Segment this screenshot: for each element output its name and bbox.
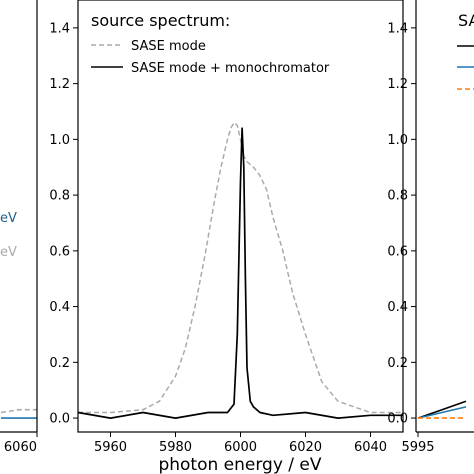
center-x-tick-label: 6040 xyxy=(354,440,387,455)
center-x-tick-label: 5980 xyxy=(159,440,192,455)
center-y-tick-label: 1.0 xyxy=(49,133,70,148)
right-x-tick-label: 5995 xyxy=(401,440,434,455)
right-series-line-2 xyxy=(417,406,467,419)
center-y-tick-label: 1.2 xyxy=(49,77,70,92)
center-x-tick-label: 6020 xyxy=(289,440,322,455)
center-series-group xyxy=(77,121,403,419)
right-y-tick-label: 0.6 xyxy=(387,244,408,259)
right-panel: 0.0 0.2 0.4 0.6 0.8 1.0 1.2 1.4 5995 SA xyxy=(387,0,474,455)
legend: source spectrum: SASE mode SASE mode + m… xyxy=(91,11,330,76)
legend-label-mono: SASE mode + monochromator xyxy=(131,61,330,76)
legend-title: source spectrum: xyxy=(91,11,230,30)
left-legend-fragment-1: eV xyxy=(0,245,17,260)
left-x-tick-label: 6060 xyxy=(4,440,37,455)
center-x-ticks: 5960 5980 6000 6020 6040 xyxy=(94,432,387,455)
center-y-tick-label: 0.4 xyxy=(49,300,70,315)
legend-label-sase: SASE mode xyxy=(131,39,206,54)
center-y-tick-label: 0.6 xyxy=(49,244,70,259)
right-y-tick-label: 0.4 xyxy=(387,300,408,315)
center-y-ticks: 0.0 0.2 0.4 0.6 0.8 1.0 1.2 1.4 xyxy=(49,21,78,427)
left-series-group xyxy=(0,408,37,419)
right-y-tick-label: 1.4 xyxy=(387,21,408,36)
center-y-tick-label: 1.4 xyxy=(49,21,70,36)
right-y-tick-label: 0.0 xyxy=(387,412,408,427)
right-y-tick-label: 0.8 xyxy=(387,189,408,204)
left-legend-fragment-2: eV xyxy=(0,211,17,226)
left-panel: eV eV 6060 xyxy=(0,0,38,455)
center-y-tick-label: 0.0 xyxy=(49,412,70,427)
left-series-line-1 xyxy=(0,408,37,414)
center-y-tick-label: 0.8 xyxy=(49,189,70,204)
right-y-tick-label: 1.2 xyxy=(387,77,408,92)
x-axis-label: photon energy / eV xyxy=(158,455,321,474)
right-legend-title-fragment: SA xyxy=(458,11,474,30)
center-plot-frame xyxy=(77,0,404,433)
center-panel: 0.0 0.2 0.4 0.6 0.8 1.0 1.2 1.4 5960 5980 6000 602… xyxy=(49,0,404,474)
right-y-ticks: 0.0 0.2 0.4 0.6 0.8 1.0 1.2 1.4 xyxy=(387,21,416,427)
right-y-tick-label: 0.2 xyxy=(387,356,408,371)
series-sase-mode-line xyxy=(78,121,403,414)
center-y-tick-label: 0.2 xyxy=(49,356,70,371)
right-y-tick-label: 1.0 xyxy=(387,133,408,148)
center-x-tick-label: 6000 xyxy=(224,440,257,455)
series-sase-monochromator-line xyxy=(77,127,403,419)
center-x-tick-label: 5960 xyxy=(94,440,127,455)
right-series-group xyxy=(417,400,467,419)
right-series-line-1 xyxy=(417,400,467,419)
